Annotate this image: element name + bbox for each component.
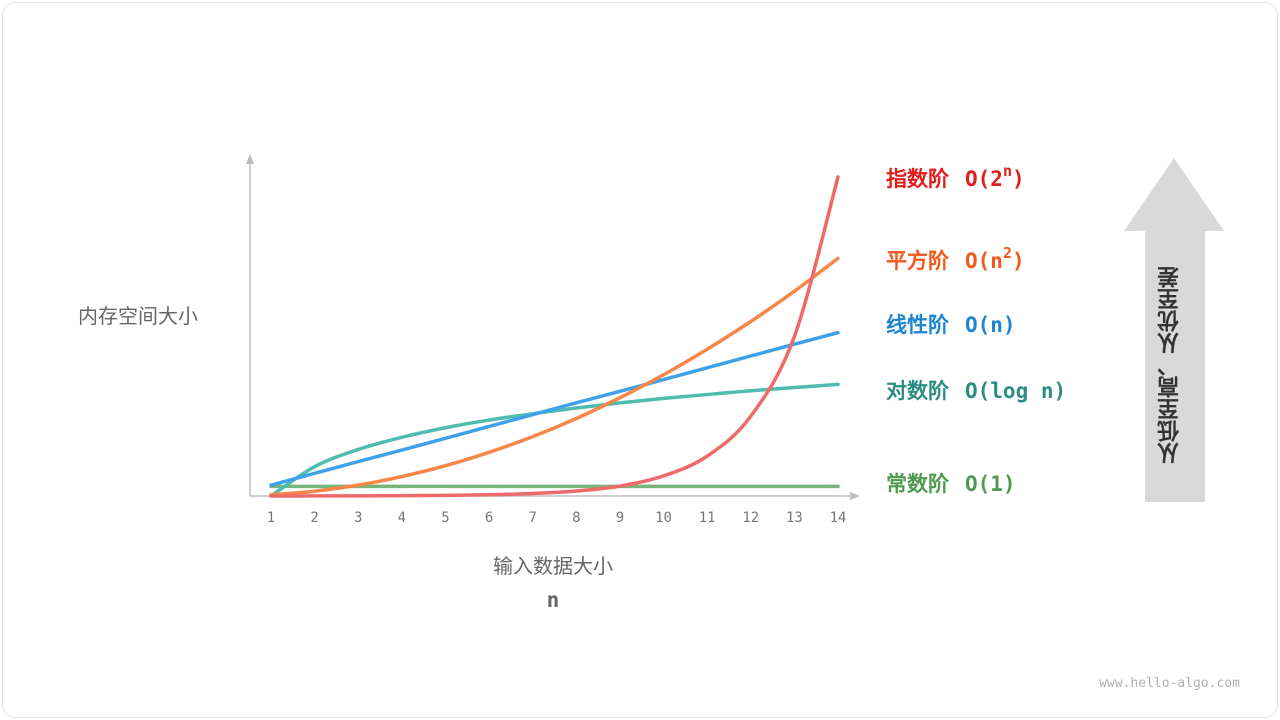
legend-name: 指数阶: [886, 167, 949, 191]
x-tick-label: 13: [786, 510, 803, 526]
legend-constant: 常数阶 O(1): [886, 468, 1016, 498]
legend-name: 常数阶: [886, 472, 949, 496]
x-axis-variable: n: [546, 588, 560, 612]
x-tick-label: 11: [699, 510, 716, 526]
notation-end: ): [1011, 167, 1025, 191]
legend-linear: 线性阶 O(n): [886, 309, 1016, 339]
y-axis-arrow-icon: [246, 154, 254, 164]
x-tick-label: 2: [310, 510, 318, 526]
x-tick-label: 8: [572, 510, 580, 526]
x-tick-label: 1: [267, 510, 275, 526]
x-tick-label: 7: [528, 510, 536, 526]
watermark: www.hello-algo.com: [1099, 676, 1240, 691]
legend-name: 对数阶: [886, 379, 949, 403]
x-tick-label: 6: [485, 510, 493, 526]
notation-sup: n: [1002, 162, 1012, 180]
legend-name: 线性阶: [886, 313, 949, 337]
x-axis-label: 输入数据大小: [493, 554, 613, 578]
legend-quadratic: 平方阶 O(n2): [886, 245, 1025, 275]
notation-end: ): [1011, 249, 1025, 273]
legend-logarithmic: 对数阶 O(log n): [886, 375, 1066, 405]
legend-notation: O(n2): [965, 246, 1025, 274]
legend-exponential: 指数阶 O(2n): [886, 163, 1025, 193]
y-axis-label: 内存空间大小: [78, 304, 198, 328]
legend-notation: O(n): [965, 313, 1016, 337]
x-tick-label: 9: [616, 510, 624, 526]
x-tick-label: 14: [830, 510, 847, 526]
series-line: [269, 330, 840, 487]
arrow-label: 从低至高、从优至差: [1158, 266, 1183, 464]
x-tick-label: 10: [655, 510, 672, 526]
x-axis-arrow-icon: [850, 492, 860, 500]
series-line: [269, 175, 840, 498]
legend-notation: O(1): [965, 472, 1016, 496]
series-line: [269, 382, 840, 498]
x-tick-label: 4: [398, 510, 406, 526]
legend-notation: O(log n): [965, 379, 1067, 403]
x-tick-label: 5: [441, 510, 449, 526]
x-tick-label: 12: [742, 510, 759, 526]
rank-arrow: [1124, 158, 1224, 502]
legend-notation: O(2n): [965, 164, 1025, 192]
series-line: [269, 256, 840, 497]
x-tick-label: 3: [354, 510, 362, 526]
notation-sup: 2: [1002, 244, 1012, 262]
legend-name: 平方阶: [886, 249, 949, 273]
notation-base: O(2: [965, 167, 1003, 191]
notation-base: O(n: [965, 249, 1003, 273]
